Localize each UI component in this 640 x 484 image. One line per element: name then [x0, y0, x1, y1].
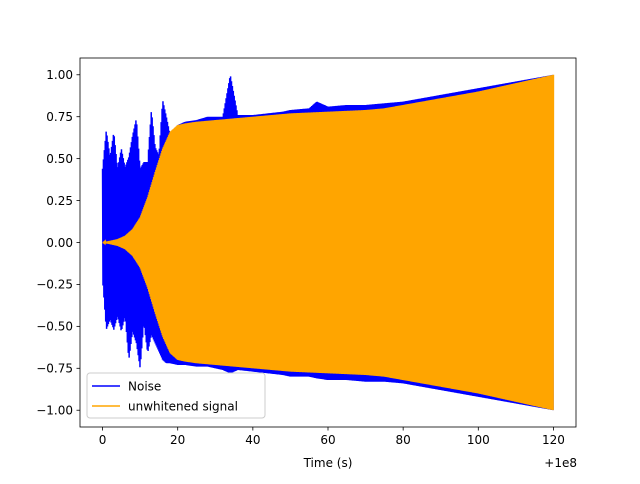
y-tick-label: 0.50 — [46, 152, 73, 166]
y-tick-label: −0.50 — [36, 320, 73, 334]
plot-area — [101, 74, 555, 411]
y-tick-label: 0.25 — [46, 194, 73, 208]
x-tick-label: 100 — [467, 433, 490, 447]
y-tick-label: −0.25 — [36, 278, 73, 292]
x-tick-label: 40 — [245, 433, 260, 447]
x-tick-label: 120 — [542, 433, 565, 447]
axes: 0 20 40 60 80 100 120 −1.00 −0.75 −0.50 −0.25 0.00 0… — [36, 57, 577, 447]
y-tick-label: −1.00 — [36, 404, 73, 418]
y-tick-label: 0.75 — [46, 110, 73, 124]
x-tick-label: 20 — [170, 433, 185, 447]
legend: Noise unwhitened signal — [86, 372, 266, 419]
series-line-unwhitened-signal — [102, 74, 555, 411]
x-axis-offset-label: +1e8 — [544, 456, 577, 470]
x-tick-label: 80 — [396, 433, 411, 447]
legend-frame — [86, 372, 266, 419]
x-tick-label: 60 — [320, 433, 335, 447]
series-group — [101, 74, 555, 411]
x-axis-label: Time (s) — [303, 456, 353, 470]
legend-label-unwhitened-signal: unwhitened signal — [128, 400, 238, 414]
legend-label-noise: Noise — [128, 380, 161, 394]
y-tick-label: −0.75 — [36, 362, 73, 376]
x-tick-label: 0 — [99, 433, 107, 447]
y-tick-label: 1.00 — [46, 68, 73, 82]
y-tick-label: 0.00 — [46, 236, 73, 250]
